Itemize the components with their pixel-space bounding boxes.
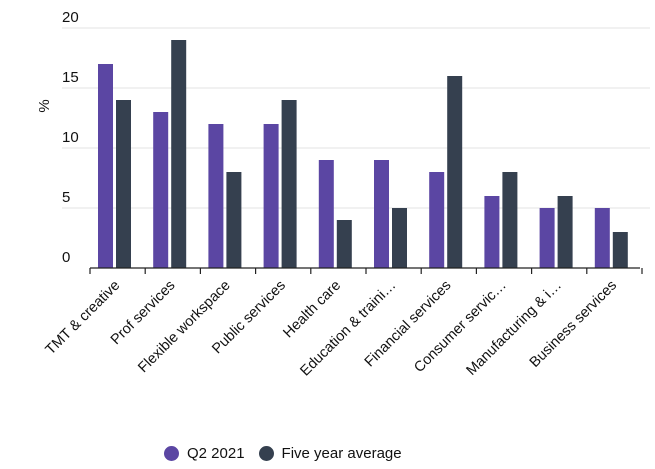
x-tick-label: Manufacturing & i… [464,278,565,379]
bar-five-year-average [612,232,628,268]
bar-q2-2021 [263,124,279,268]
y-tick-label: 0 [62,249,70,266]
legend-swatch-q2-2021 [164,446,179,461]
legend-swatch-five-year-average [258,446,274,461]
bar-q2-2021 [374,160,389,268]
bar-q2-2021 [429,172,445,268]
y-tick-label: 10 [62,129,79,146]
legend-label-five-year-average: Five year average [281,445,402,462]
bar-q2-2021 [484,196,500,268]
bar-q2-2021 [208,124,224,268]
y-tick-label: 15 [62,69,79,86]
x-tick-marks [89,268,643,274]
legend: Q2 2021 Five year average [164,445,416,462]
bar-five-year-average [171,40,187,268]
bar-five-year-average [336,220,352,268]
y-tick-labels: 0 5 10 15 20 [62,9,79,266]
bar-five-year-average [281,100,297,268]
bar-five-year-average [392,208,407,268]
bar-five-year-average [447,76,463,268]
bar-five-year-average [116,100,131,268]
legend-label-q2-2021: Q2 2021 [187,445,245,462]
y-tick-label: 5 [62,189,70,206]
bar-five-year-average [226,172,242,268]
legend-item-q2-2021: Q2 2021 [164,445,245,462]
bars [98,40,628,268]
x-tick-label: Education & traini… [297,278,399,380]
x-tick-label: Consumer servic… [411,278,509,376]
gridlines [62,27,650,209]
legend-item-five-year-average: Five year average [258,445,402,462]
bar-q2-2021 [318,160,334,268]
x-tick-label: TMT & creative [43,278,124,359]
x-tick-label: Flexible workspace [135,278,234,377]
bar-five-year-average [502,172,518,268]
y-axis-label: % [36,99,53,112]
bar-q2-2021 [98,64,113,268]
bar-five-year-average [557,196,573,268]
bar-q2-2021 [594,208,610,268]
bar-q2-2021 [153,112,169,268]
bar-q2-2021 [539,208,555,268]
y-tick-label: 20 [62,9,79,26]
